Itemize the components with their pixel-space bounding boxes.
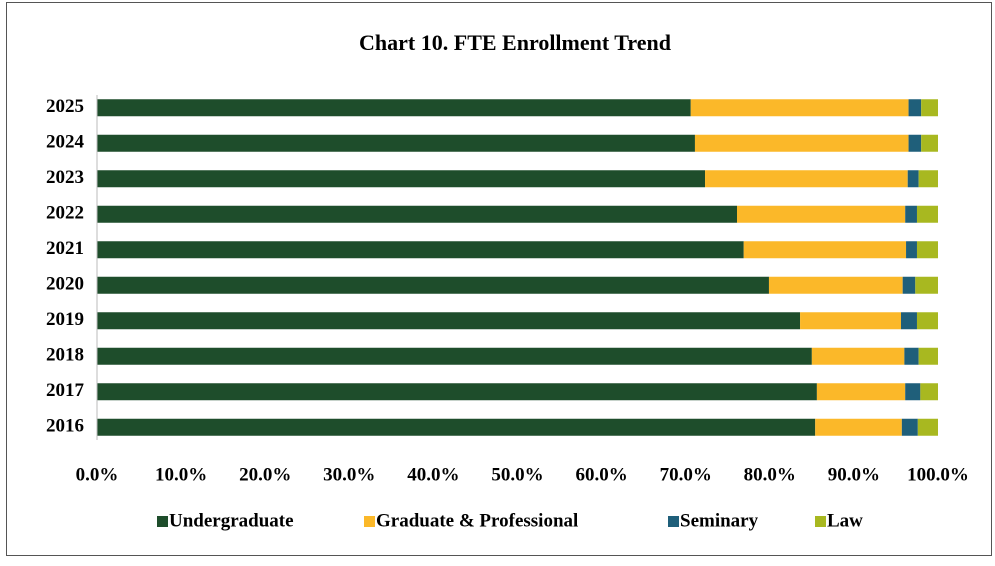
bar-segment bbox=[705, 170, 908, 188]
chart-title: Chart 10. FTE Enrollment Trend bbox=[359, 30, 671, 55]
legend-label: Undergraduate bbox=[169, 510, 294, 531]
bar-segment bbox=[97, 205, 738, 223]
bar-segment bbox=[743, 241, 907, 259]
y-tick-label: 2022 bbox=[46, 203, 84, 224]
legend-swatch bbox=[815, 516, 826, 527]
bar-segment bbox=[97, 312, 801, 330]
bar-segment bbox=[901, 418, 918, 436]
y-tick-label: 2020 bbox=[46, 274, 84, 295]
bar-segment bbox=[97, 134, 695, 152]
bar-segment bbox=[906, 241, 917, 259]
legend-label: Seminary bbox=[680, 510, 759, 531]
y-tick-label: 2019 bbox=[46, 309, 84, 330]
x-tick-label: 10.0% bbox=[155, 464, 207, 485]
bar-segment bbox=[800, 312, 901, 330]
x-tick-label: 70.0% bbox=[660, 464, 712, 485]
bar-segment bbox=[737, 205, 906, 223]
bar-segment bbox=[907, 170, 919, 188]
bar-segment bbox=[920, 383, 938, 401]
bar-segment bbox=[916, 312, 938, 330]
y-tick-label: 2023 bbox=[46, 167, 84, 188]
bar-segment bbox=[918, 170, 938, 188]
bar-segment bbox=[694, 134, 909, 152]
bar-segment bbox=[921, 99, 938, 117]
legend-label: Graduate & Professional bbox=[376, 510, 578, 531]
bar-segment bbox=[904, 347, 919, 365]
bar-segment bbox=[97, 241, 744, 259]
bar-segment bbox=[921, 134, 938, 152]
y-tick-label: 2024 bbox=[46, 132, 85, 153]
legend-swatch bbox=[668, 516, 679, 527]
bar-segment bbox=[97, 347, 812, 365]
bar-segment bbox=[690, 99, 909, 117]
bar-segment bbox=[915, 276, 938, 294]
x-tick-label: 60.0% bbox=[575, 464, 627, 485]
bar-segment bbox=[905, 205, 917, 223]
x-tick-label: 100.0% bbox=[907, 464, 969, 485]
bar-segment bbox=[97, 383, 817, 401]
y-tick-label: 2025 bbox=[46, 96, 84, 117]
y-tick-label: 2021 bbox=[46, 238, 84, 259]
legend-label: Law bbox=[827, 510, 863, 531]
bar-segment bbox=[917, 418, 938, 436]
bar-segment bbox=[97, 170, 706, 188]
y-tick-label: 2017 bbox=[46, 380, 85, 401]
bar-segment bbox=[916, 241, 938, 259]
bar-segment bbox=[815, 418, 902, 436]
x-tick-label: 0.0% bbox=[76, 464, 119, 485]
x-tick-label: 90.0% bbox=[828, 464, 880, 485]
bar-segment bbox=[902, 276, 916, 294]
bar-segment bbox=[916, 205, 938, 223]
bar-segment bbox=[97, 276, 769, 294]
x-tick-label: 80.0% bbox=[744, 464, 796, 485]
bar-segment bbox=[905, 383, 921, 401]
x-tick-label: 20.0% bbox=[239, 464, 291, 485]
legend-swatch bbox=[157, 516, 168, 527]
legend-swatch bbox=[364, 516, 375, 527]
x-tick-label: 40.0% bbox=[407, 464, 459, 485]
x-tick-label: 30.0% bbox=[323, 464, 375, 485]
bar-segment bbox=[918, 347, 938, 365]
bar-segment bbox=[97, 99, 691, 117]
bar-segment bbox=[97, 418, 816, 436]
bar-segment bbox=[768, 276, 903, 294]
bar-segment bbox=[811, 347, 905, 365]
y-tick-label: 2018 bbox=[46, 345, 84, 366]
bar-segment bbox=[900, 312, 917, 330]
bar-segment bbox=[908, 99, 922, 117]
y-tick-label: 2016 bbox=[46, 416, 84, 437]
bar-segment bbox=[908, 134, 922, 152]
x-tick-label: 50.0% bbox=[491, 464, 543, 485]
bar-segment bbox=[816, 383, 906, 401]
